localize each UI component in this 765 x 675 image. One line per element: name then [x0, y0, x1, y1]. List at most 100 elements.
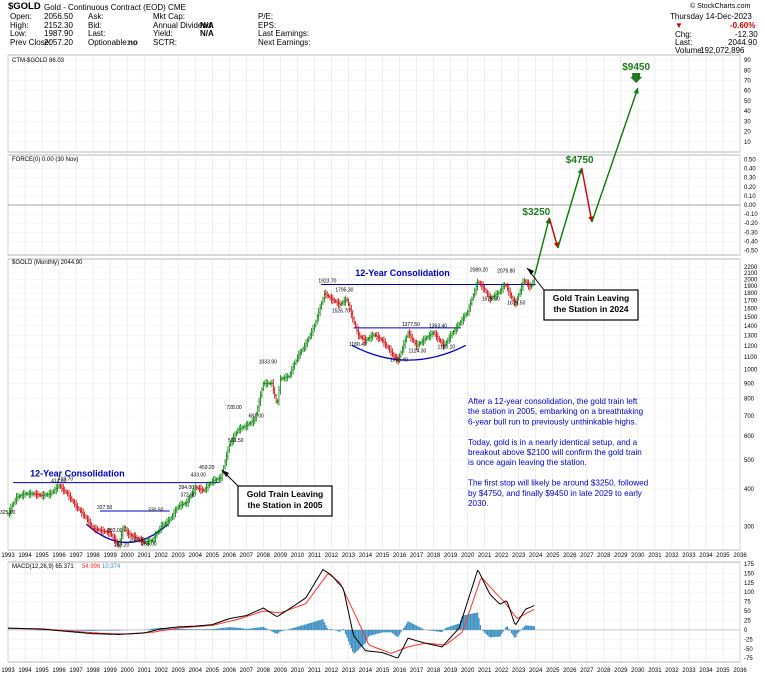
- target-9450-marker-icon: [630, 73, 643, 83]
- price-value-label: 330.50: [148, 508, 164, 514]
- price-value-label: 728.00: [226, 405, 242, 411]
- earn-label-3: Next Earnings:: [258, 37, 311, 47]
- quote-value-3: no: [128, 37, 138, 47]
- price-value-label: 1377.50: [402, 322, 420, 328]
- year-tick-label-bottom: 2024: [529, 668, 543, 674]
- price-tick-label: 1200: [744, 344, 758, 350]
- commentary-line: the station in 2005, embarking on a brea…: [468, 407, 644, 416]
- force-tick-label: 0.40: [744, 167, 756, 173]
- stats-value-0: 2056.50: [44, 12, 73, 21]
- year-tick-label-top: 2010: [291, 553, 305, 559]
- projection-leg-4: [580, 167, 593, 223]
- quote-label-0: Ask:: [88, 12, 104, 21]
- ctm-tick-label: 30: [744, 119, 751, 125]
- year-tick-label-top: 2035: [716, 553, 730, 559]
- train-2024-callout-text: the Station in 2024: [553, 304, 628, 314]
- symbol: $GOLD: [8, 1, 41, 12]
- price-value-label: 1160.10: [437, 344, 455, 350]
- year-tick-label-bottom: 2036: [733, 668, 747, 674]
- year-tick-label-top: 2000: [120, 553, 134, 559]
- target-label-4750: $4750: [566, 155, 594, 166]
- instrument-name: Gold - Continuous Contract (EOD) CME: [44, 3, 186, 12]
- year-tick-label-top: 2008: [257, 553, 271, 559]
- price-value-label: 459.20: [199, 465, 215, 471]
- change-percent: -0.60%: [730, 21, 756, 30]
- price-tick-label: 2200: [744, 265, 758, 271]
- macd-tick-label: 175: [744, 562, 755, 568]
- macd-panel-label: MACD(12,26,9) 65.371: [12, 564, 74, 570]
- macd-tick-label: 100: [744, 590, 755, 596]
- year-tick-label-top: 2015: [376, 553, 390, 559]
- volume-label: Volume:: [675, 46, 704, 55]
- year-tick-label-top: 2018: [427, 553, 441, 559]
- stats-label-0: Open:: [10, 12, 32, 21]
- price-tick-label: 1000: [744, 368, 758, 374]
- year-tick-label-bottom: 2001: [138, 668, 152, 674]
- quote-label-3: Optionable:: [88, 37, 129, 47]
- commentary-line: After a 12-year consolidation, the gold …: [468, 397, 638, 406]
- year-tick-label-bottom: 2009: [274, 668, 288, 674]
- fund-label-2: Yield:: [153, 29, 173, 38]
- year-tick-label-top: 2012: [325, 553, 339, 559]
- price-tick-label: 1400: [744, 324, 758, 330]
- price-value-label: 1675.30: [482, 296, 500, 302]
- price-tick-label: 300: [744, 524, 755, 530]
- stats-label-3: Prev Close:: [10, 37, 52, 47]
- change-arrow-icon: ▼: [675, 21, 683, 30]
- commentary-line: The first stop will likely be around $32…: [468, 479, 649, 488]
- projection-leg-1: [534, 217, 551, 275]
- price-tick-label: 2100: [744, 271, 758, 277]
- year-tick-label-bottom: 2014: [359, 668, 373, 674]
- stats-value-1: 2152.30: [44, 20, 73, 30]
- force-tick-label: -0.10: [744, 212, 758, 218]
- year-tick-label-top: 2023: [512, 553, 526, 559]
- year-tick-label-top: 2005: [206, 553, 220, 559]
- year-tick-label-bottom: 2028: [597, 668, 611, 674]
- ctm-tick-label: 20: [744, 130, 751, 136]
- price-value-label: 1623.50: [507, 301, 525, 307]
- year-tick-label-bottom: 2013: [342, 668, 356, 674]
- year-tick-label-bottom: 1996: [52, 668, 66, 674]
- year-tick-label-bottom: 2035: [716, 668, 730, 674]
- year-tick-label-top: 1998: [86, 553, 100, 559]
- year-tick-label-top: 2021: [478, 553, 492, 559]
- year-tick-label-top: 2030: [631, 553, 645, 559]
- year-tick-label-top: 2017: [410, 553, 424, 559]
- source-watermark: © StockCharts.com: [690, 3, 751, 10]
- force-tick-label: 0.50: [744, 158, 756, 164]
- projection-leg-3: [557, 167, 583, 249]
- year-tick-label-top: 1994: [18, 553, 32, 559]
- commentary-line: by $4750, and finally $9450 in late 2029…: [468, 489, 643, 498]
- price-value-label: 1180.40: [349, 342, 367, 348]
- price-tick-label: 1900: [744, 284, 758, 290]
- price-value-label: 414.00: [51, 478, 67, 484]
- price-value-label: 1124.30: [409, 348, 427, 354]
- year-tick-label-top: 2014: [359, 553, 373, 559]
- target-label-3250: $3250: [522, 207, 550, 218]
- year-tick-label-bottom: 2010: [291, 668, 305, 674]
- year-tick-label-bottom: 2033: [682, 668, 696, 674]
- year-tick-label-top: 2025: [546, 553, 560, 559]
- year-tick-label-top: 1993: [1, 553, 15, 559]
- year-tick-label-bottom: 2004: [189, 668, 203, 674]
- price-value-label: 1363.40: [429, 323, 447, 329]
- year-tick-label-bottom: 2011: [308, 668, 322, 674]
- force-tick-label: -0.40: [744, 239, 758, 245]
- year-tick-label-bottom: 2025: [546, 668, 560, 674]
- year-tick-label-bottom: 1993: [1, 668, 15, 674]
- quote-label-2: Last:: [88, 29, 106, 38]
- commentary-line: Today, gold is in a nearly identical set…: [468, 438, 638, 447]
- year-tick-label-top: 1996: [52, 553, 66, 559]
- year-tick-label-top: 2032: [665, 553, 679, 559]
- price-value-label: 255.00: [141, 541, 157, 547]
- macd-tick-label: 125: [744, 581, 755, 587]
- quote-header: $GOLD Gold - Continuous Contract (EOD) C…: [0, 0, 765, 55]
- panel-frame-3: [7, 561, 741, 663]
- panel-frame-0: [7, 54, 741, 153]
- price-tick-label: 700: [744, 414, 755, 420]
- year-tick-label-bottom: 2000: [120, 668, 134, 674]
- price-value-label: 1526.70: [332, 309, 350, 315]
- year-tick-label-bottom: 2030: [631, 668, 645, 674]
- earn-label-0: P/E:: [258, 12, 274, 21]
